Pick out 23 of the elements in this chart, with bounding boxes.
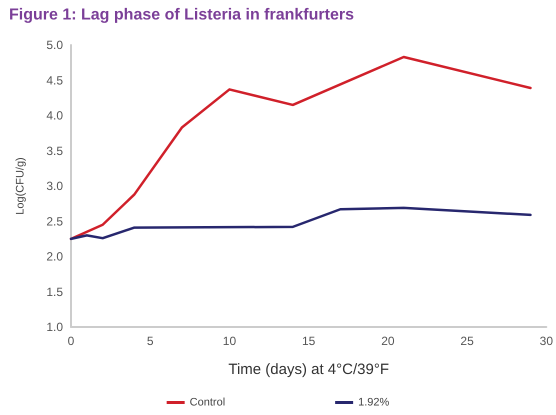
y-tick-label: 5.0	[46, 38, 64, 52]
x-axis-title: Time (days) at 4°C/39°F	[228, 361, 389, 378]
chart-title: Figure 1: Lag phase of Listeria in frankfurters	[9, 6, 354, 24]
legend-label: 1.92%	[358, 396, 390, 408]
y-tick-label: 4.5	[46, 73, 64, 88]
x-tick-label: 0	[68, 334, 75, 348]
y-tick-label: 1.5	[46, 284, 64, 299]
y-tick-label: 3.5	[46, 144, 64, 158]
x-tick-label: 5	[146, 334, 154, 348]
y-tick-label: 1.0	[46, 320, 64, 334]
x-tick-label: 15	[302, 334, 316, 348]
line-series	[70, 206, 532, 240]
x-tick-label: 25	[460, 334, 474, 348]
legend-label: Control	[190, 396, 226, 408]
y-tick-label: 2.0	[46, 250, 64, 264]
y-tick-label: 4.0	[46, 108, 64, 122]
y-tick-label: 2.5	[46, 214, 64, 228]
line-series	[70, 56, 532, 240]
y-tick-label: 3.0	[46, 179, 64, 193]
x-tick-label: 30	[540, 334, 554, 348]
x-tick-label: 10	[222, 334, 236, 348]
y-axis-title: Log(CFU/g)	[14, 157, 26, 215]
x-tick-label: 20	[381, 334, 395, 348]
